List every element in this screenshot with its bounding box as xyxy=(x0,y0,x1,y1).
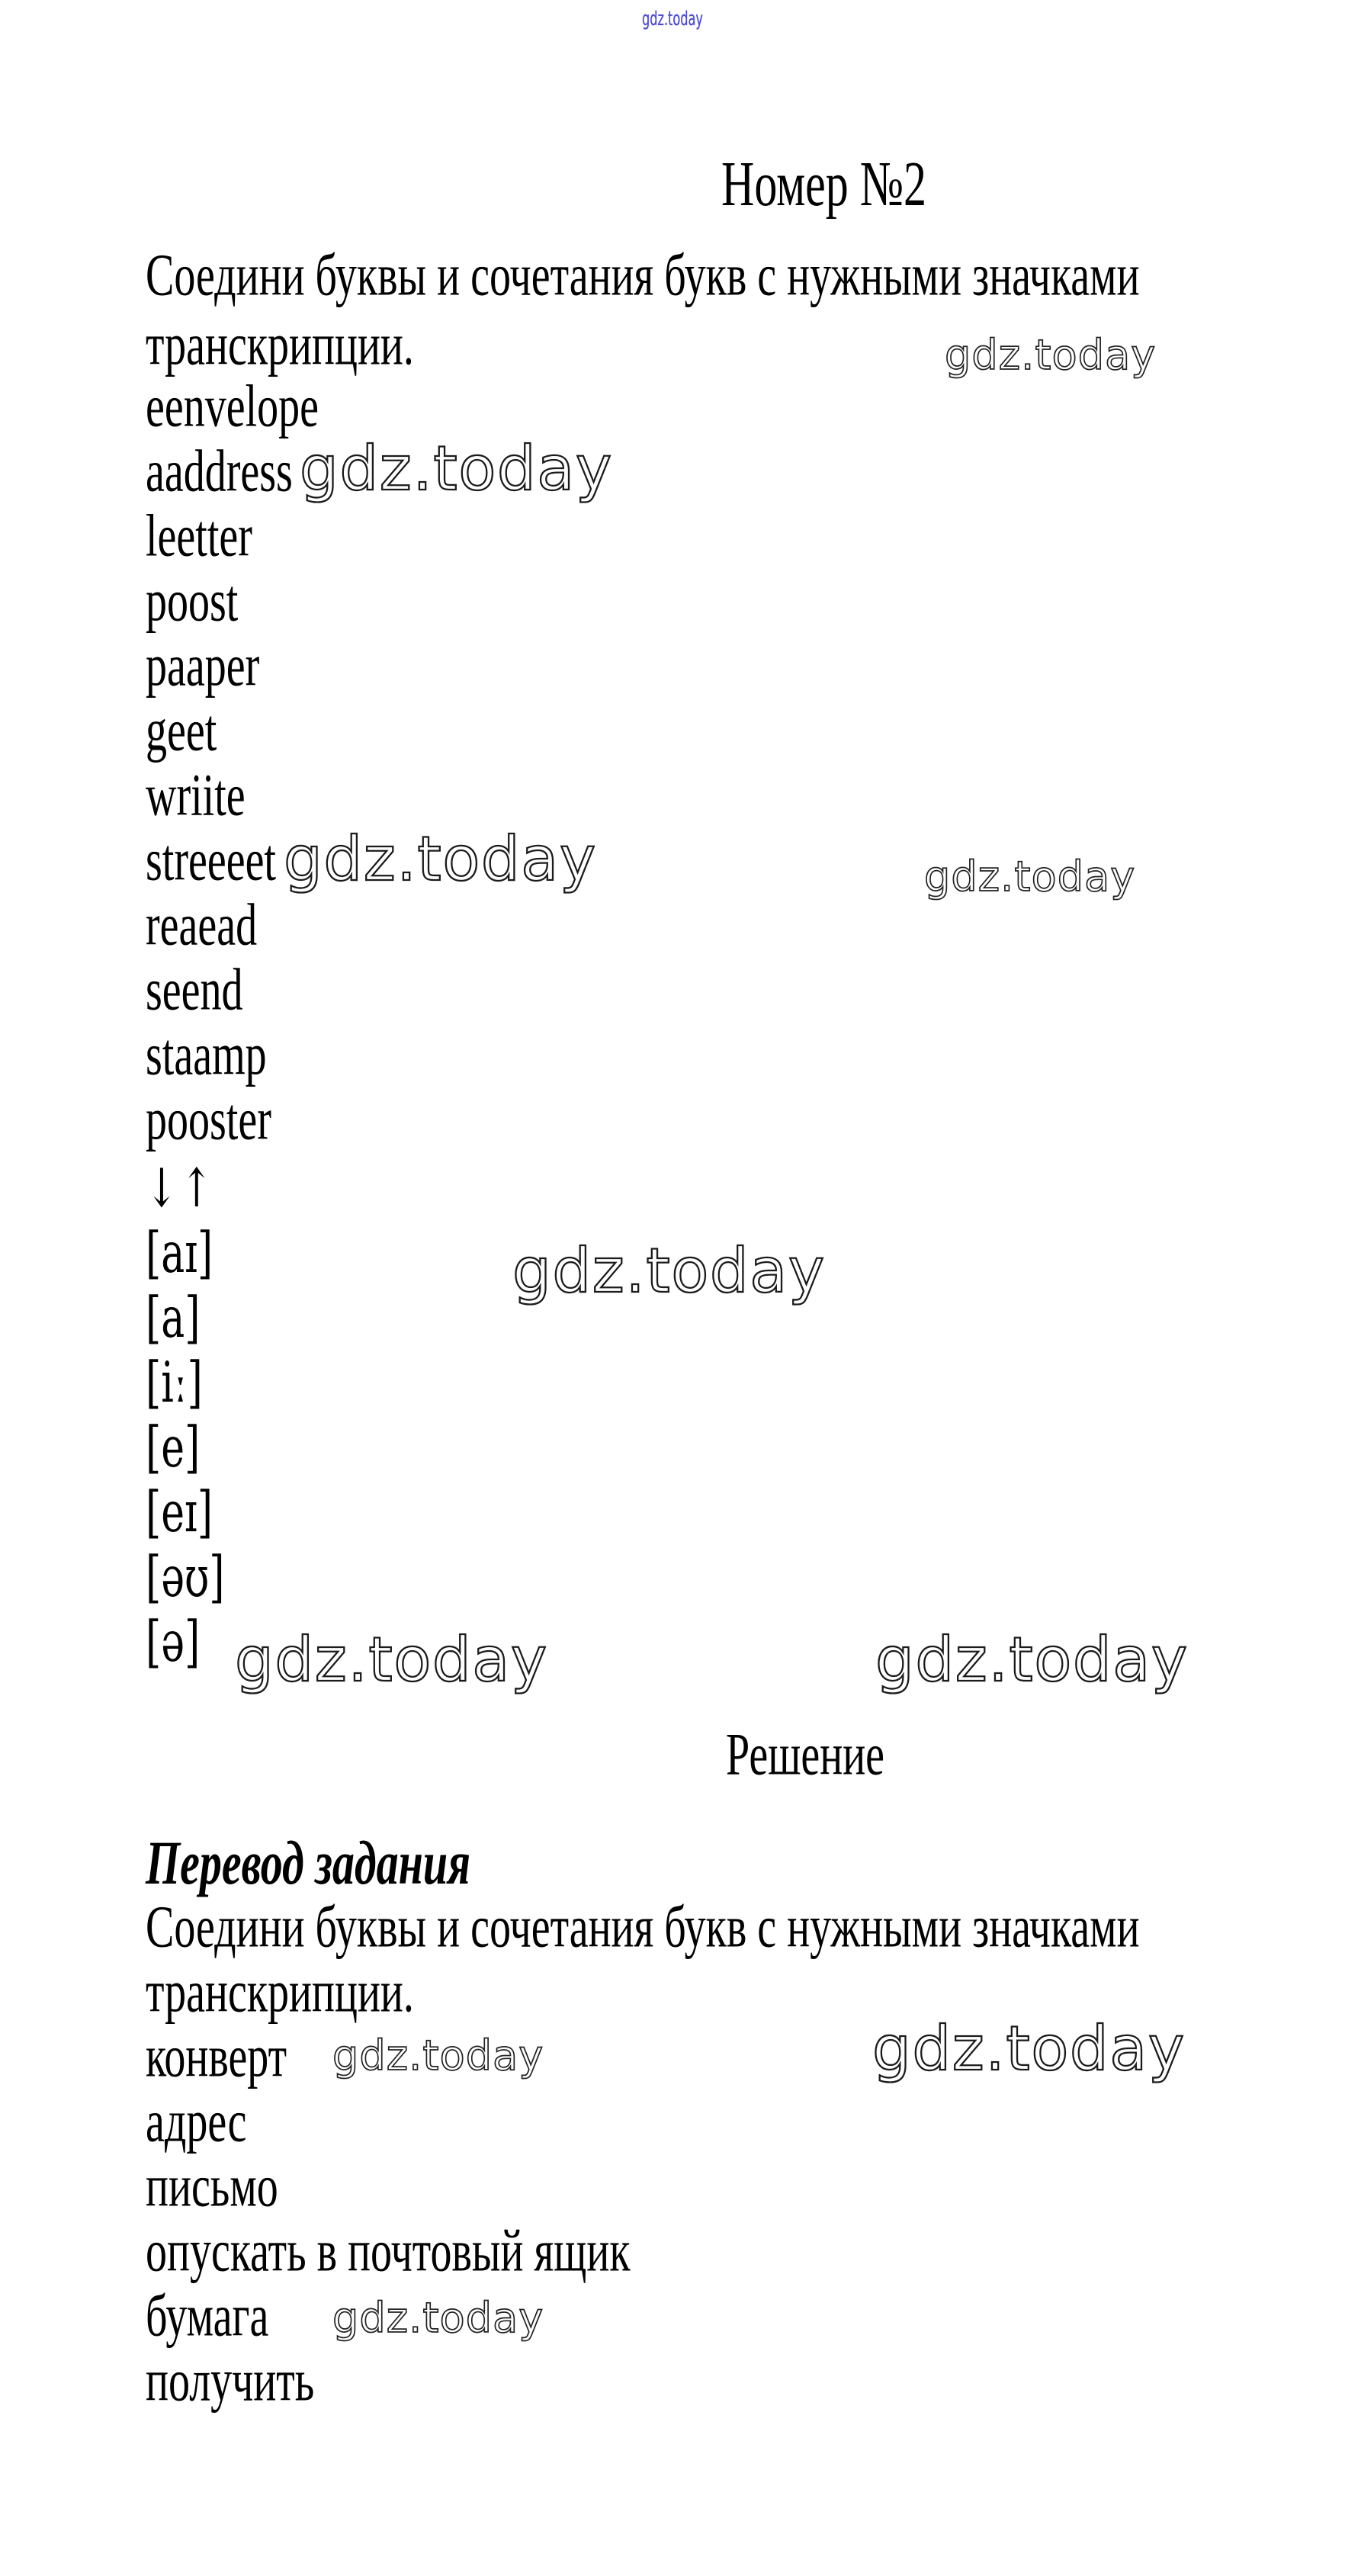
watermark-gdz-today: gdz.today xyxy=(512,1235,826,1306)
task-word: leetter xyxy=(146,503,252,570)
task-word: aaddress xyxy=(146,438,293,505)
solution-heading: Решение xyxy=(726,1721,885,1788)
task-word: seend xyxy=(146,956,243,1023)
watermark-gdz-today: gdz.today xyxy=(234,1624,548,1695)
watermark-gdz-today: gdz.today xyxy=(923,853,1136,901)
translation-instruction-line2: транскрипции. xyxy=(146,1958,414,2025)
task-instruction-line1: Соедини буквы и сочетания букв с нужными… xyxy=(146,242,1140,309)
task-word: eenvelope xyxy=(146,373,319,440)
translation-instruction-line1: Соедини буквы и сочетания букв с нужными… xyxy=(146,1893,1140,1961)
watermark-gdz-today: gdz.today xyxy=(944,331,1157,379)
translation-word: адрес xyxy=(146,2088,247,2155)
task-word: paaper xyxy=(146,632,260,699)
watermark-gdz-today: gdz.today xyxy=(332,2032,544,2080)
translation-heading: Перевод задания xyxy=(146,1828,470,1898)
page-title: Номер №2 xyxy=(721,148,927,220)
translation-word: бумага xyxy=(146,2282,269,2350)
translation-word: получить xyxy=(146,2347,315,2414)
watermark-gdz-today: gdz.today xyxy=(875,1624,1189,1695)
watermark-gdz-today: gdz.today xyxy=(299,433,613,504)
translation-word: конверт xyxy=(146,2023,287,2090)
transcription-item: [ə] xyxy=(146,1611,201,1675)
task-word: wriite xyxy=(146,762,246,829)
watermark-gdz-today: gdz.today xyxy=(332,2294,544,2342)
task-word: streeeet xyxy=(146,827,276,894)
task-word: geet xyxy=(146,697,217,764)
transcription-item: [aɪ] xyxy=(146,1222,213,1286)
task-word: poost xyxy=(146,567,239,634)
watermark-gdz-today: gdz.today xyxy=(283,824,597,895)
transcription-item: [a] xyxy=(146,1286,201,1351)
task-word: staamp xyxy=(146,1021,267,1088)
translation-word: опускать в почтовый ящик xyxy=(146,2218,631,2285)
translation-word: письмо xyxy=(146,2153,278,2220)
transcription-item: [iː] xyxy=(146,1351,203,1416)
transcription-item: [eɪ] xyxy=(146,1481,213,1546)
match-arrows: ↓↑ xyxy=(146,1157,216,1219)
task-instruction-line2: транскрипции. xyxy=(146,311,414,378)
transcription-item: [e] xyxy=(146,1416,201,1481)
watermark-gdz-today: gdz.today xyxy=(872,2013,1186,2084)
task-word: pooster xyxy=(146,1086,271,1153)
task-word: reaead xyxy=(146,891,258,959)
transcription-item: [əʊ] xyxy=(146,1546,225,1611)
watermark-gdz-today: gdz.today xyxy=(642,8,703,31)
